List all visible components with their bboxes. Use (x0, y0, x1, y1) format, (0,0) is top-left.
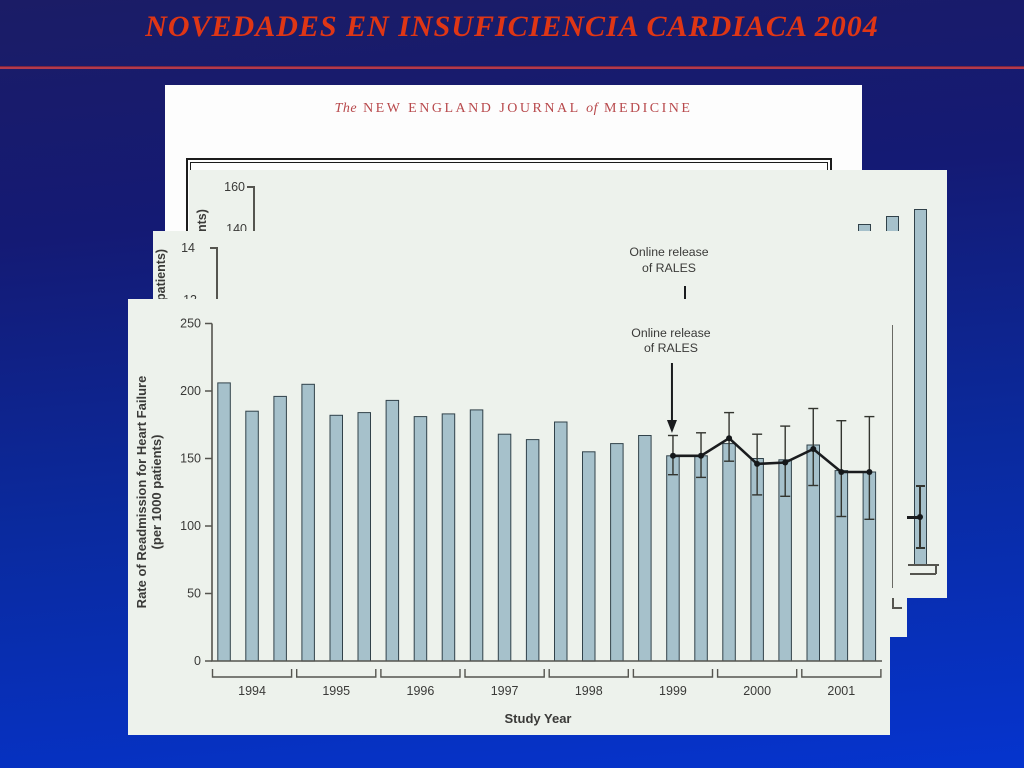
bar (497, 433, 512, 662)
x-tick-label: 2000 (743, 684, 771, 698)
trend-line (673, 436, 870, 474)
y-tick-label: 50 (187, 587, 201, 601)
y-tick-label: 250 (180, 317, 201, 331)
p2-baseline-fragment (908, 564, 939, 566)
bar (469, 409, 484, 662)
x-tick-label: 2001 (827, 684, 855, 698)
p3-frame-line-fragment (892, 325, 893, 588)
line-marker (866, 469, 873, 475)
line-marker (670, 452, 676, 459)
readmission-chart: 0 50 100 150 200 250 Rate of Readmission for H… (134, 317, 882, 726)
bar (329, 414, 343, 662)
line-marker (698, 452, 704, 459)
line-marker (726, 435, 733, 442)
bar (610, 443, 624, 662)
annotation-line2: of RALES (644, 341, 698, 355)
bar (525, 439, 540, 662)
bar (301, 383, 315, 662)
x-tick-label: 1999 (659, 684, 687, 698)
p3-rales-annotation: Online release of RALES (619, 245, 719, 276)
bar (273, 395, 287, 662)
p2-year-bracket-fragment (910, 573, 936, 575)
p3-ylabel-fragment: patients) (154, 248, 168, 301)
x-tick-label: 1997 (491, 684, 519, 698)
masthead-the: The (334, 101, 358, 116)
p2-partial-bar (914, 209, 927, 565)
year-bracket (716, 669, 798, 678)
y-tick-label: 100 (180, 519, 201, 533)
y-axis-label: Rate of Readmission for Heart Failure(pe… (134, 376, 164, 609)
y-tick-label: 200 (180, 384, 201, 398)
line-marker (754, 460, 761, 467)
p2-ytick-dash (247, 186, 254, 188)
x-tick-label: 1996 (407, 684, 435, 698)
p2-y-axis-fragment (253, 186, 255, 242)
p2-line-marker (917, 514, 923, 520)
y-tick-label: 0 (194, 654, 201, 668)
p3-rales-annotation-line1: Online release (629, 245, 709, 259)
p3-y-axis-fragment (216, 247, 218, 302)
p2-ylabel-fragment: nts) (195, 209, 209, 232)
p3-bracket-corner-v (892, 598, 894, 608)
year-bracket (211, 669, 293, 678)
bar (638, 435, 652, 662)
p2-ytick-160: 160 (224, 180, 245, 194)
p2-error-cap-bottom (916, 547, 925, 549)
x-tick-label: 1994 (238, 684, 266, 698)
bar (413, 416, 428, 662)
year-bracket (548, 669, 629, 678)
p2-bracket-tick (935, 565, 937, 574)
x-tick-label: 1995 (322, 684, 350, 698)
p2-trend-line-fragment (907, 516, 921, 519)
annotation-arrowhead (666, 420, 677, 433)
p3-rales-annotation-line2: of RALES (642, 260, 696, 275)
bar (694, 455, 708, 662)
slide-title: NOVEDADES EN INSUFICIENCIA CARDIACA 2004 (145, 10, 879, 43)
bar (441, 413, 456, 662)
bar (217, 382, 231, 662)
p3-annotation-arrow-fragment (684, 286, 686, 299)
bar (245, 410, 259, 662)
y-tick-label: 150 (180, 452, 201, 466)
year-bracket (296, 669, 377, 678)
title-divider-line (0, 66, 1024, 69)
bar (385, 399, 400, 662)
p3-ytick-dash-top (210, 247, 217, 249)
x-axis-label: Study Year (505, 711, 572, 726)
bar (722, 443, 736, 662)
year-bracket (380, 669, 461, 678)
masthead-part2: MEDICINE (604, 101, 693, 116)
p2-error-cap-top (916, 485, 925, 487)
bar (357, 412, 371, 662)
line-marker (838, 469, 845, 475)
line-marker (782, 459, 789, 466)
masthead-part1: NEW ENGLAND JOURNAL (363, 101, 581, 116)
year-bracket (464, 669, 545, 678)
bar (582, 451, 596, 662)
year-bracket (632, 669, 714, 678)
p3-bracket-corner-h (892, 607, 902, 609)
nejm-masthead: The NEW ENGLAND JOURNAL of MEDICINE (165, 101, 862, 117)
masthead-of: of (586, 101, 598, 116)
line-marker (810, 446, 817, 452)
p3-ytick-14: 14 (181, 241, 195, 255)
bar (666, 455, 680, 662)
x-tick-label: 1998 (575, 684, 603, 698)
readmission-chart-page: 0 50 100 150 200 250 Rate of Readmission for H… (128, 299, 890, 735)
bar (554, 421, 568, 662)
year-bracket (801, 669, 882, 678)
annotation-line1: Online release (631, 326, 710, 340)
